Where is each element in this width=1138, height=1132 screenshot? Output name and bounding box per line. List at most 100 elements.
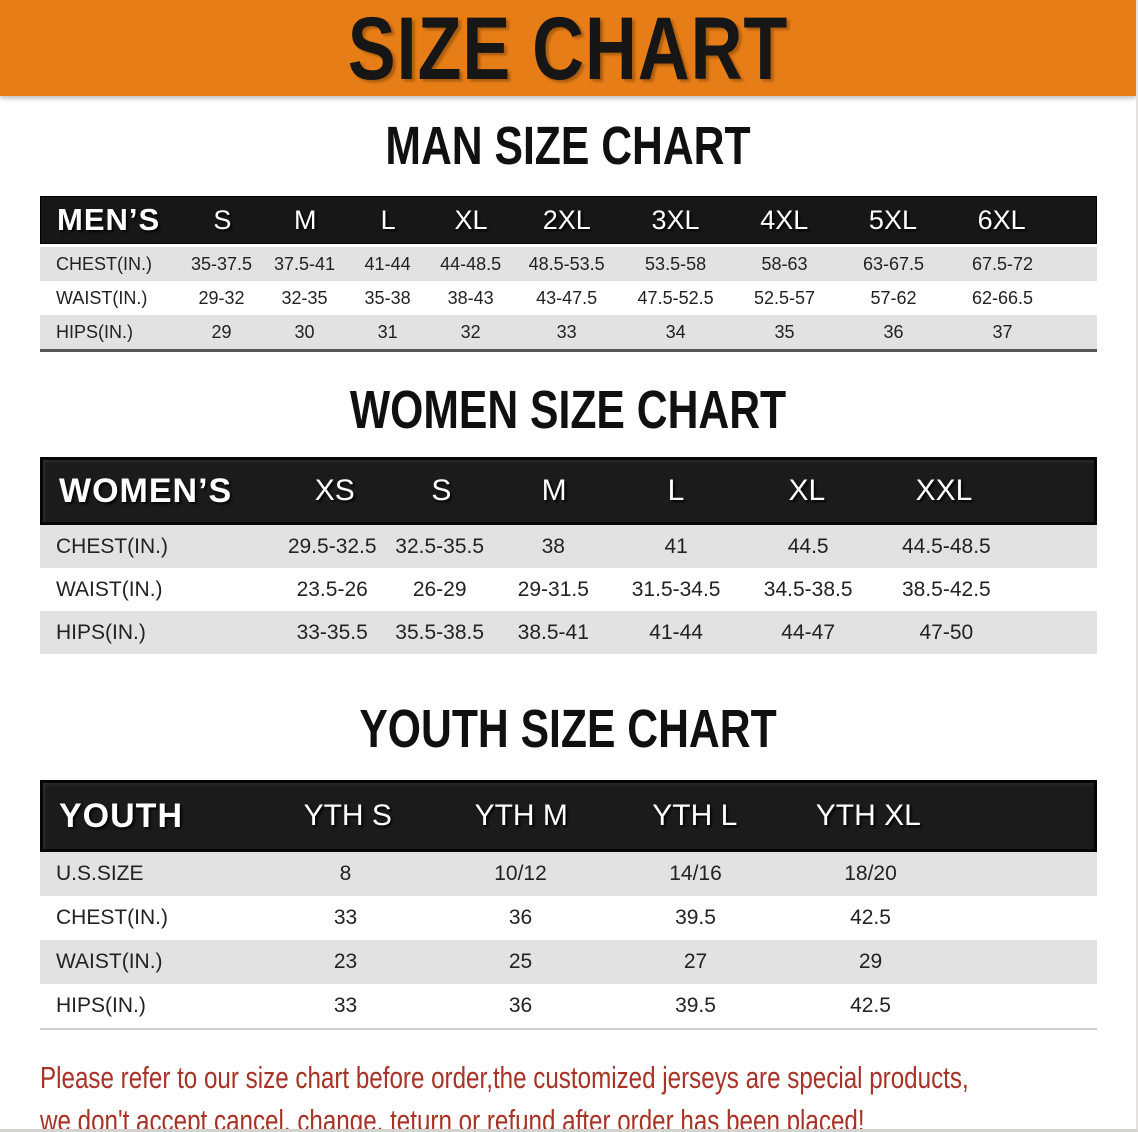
size-value: 47-50 — [919, 620, 974, 644]
size-column-header: 4XL — [760, 204, 809, 235]
size-column-header: YTH XL — [815, 799, 921, 832]
table-row: WAIST(IN.) 23.5-26 26-29 29-31.5 31.5-34.5 34… — [40, 568, 1097, 611]
size-value: 25 — [508, 950, 533, 973]
size-value: 38 — [541, 534, 565, 558]
size-value: 38.5-42.5 — [901, 577, 991, 601]
size-value: 29 — [858, 950, 883, 973]
table-row: U.S.SIZE 8 10/12 14/16 18/20 — [40, 852, 1097, 896]
men-section-title: MAN SIZE CHART — [385, 116, 751, 177]
size-value: 48.5-53.5 — [528, 253, 605, 274]
size-value: 23 — [333, 950, 358, 973]
table-header-row: MEN’S S M L XL 2XL 3XL 4XL 5XL 6XL — [40, 196, 1097, 244]
size-column-header: XXL — [915, 474, 973, 507]
size-column-header: XL — [454, 204, 488, 235]
size-value: 37 — [992, 321, 1013, 342]
size-value: 53.5-58 — [645, 253, 707, 274]
size-value: 10/12 — [494, 862, 547, 885]
size-column-header: L — [667, 474, 685, 507]
measurement-label: WAIST(IN.) — [56, 577, 163, 601]
size-value: 29.5-32.5 — [287, 534, 377, 558]
size-value: 32 — [460, 321, 481, 342]
banner-title: SIZE CHART — [347, 0, 789, 98]
women-size-table: WOMEN’S XS S M L XL XXL CHEST(IN.) 29.5-32.5 32.5… — [40, 457, 1097, 654]
size-value: 34.5-38.5 — [763, 577, 853, 601]
youth-size-table: YOUTH YTH S YTH M YTH L YTH XL U.S.SIZE 8 10/12… — [40, 780, 1097, 1030]
men-size-table: MEN’S S M L XL 2XL 3XL 4XL 5XL 6XL CHEST(IN.) 35-37… — [40, 196, 1097, 352]
size-value: 63-67.5 — [862, 253, 925, 274]
size-column-header: S — [213, 204, 232, 235]
size-column-header: 2XL — [542, 204, 591, 235]
size-column-header: YTH M — [474, 799, 568, 832]
size-value: 38-43 — [447, 287, 494, 308]
size-column-header: XS — [314, 474, 355, 507]
size-value: 33-35.5 — [296, 620, 368, 644]
size-value: 35.5-38.5 — [395, 620, 485, 644]
women-section-title: WOMEN SIZE CHART — [349, 380, 787, 441]
size-value: 26-29 — [412, 577, 467, 601]
order-note: Please refer to our size chart before or… — [40, 1056, 1136, 1132]
measurement-label: HIPS(IN.) — [56, 620, 146, 644]
size-value: 44-47 — [781, 620, 836, 644]
size-value: 32-35 — [281, 287, 328, 308]
table-header-label: YOUTH — [59, 796, 183, 835]
size-value: 31.5-34.5 — [631, 577, 721, 601]
measurement-label: CHEST(IN.) — [56, 534, 168, 558]
table-row: HIPS(IN.) 29 30 31 32 33 34 35 36 37 — [40, 315, 1097, 349]
size-value: 44-48.5 — [440, 253, 502, 274]
size-value: 52.5-57 — [754, 287, 816, 308]
size-value: 35-38 — [364, 287, 411, 308]
size-value: 38.5-41 — [517, 620, 589, 644]
size-value: 42.5 — [850, 906, 891, 929]
table-row: WAIST(IN.) 23 25 27 29 — [40, 940, 1097, 984]
size-value: 44.5 — [787, 534, 829, 558]
size-column-header: L — [380, 204, 396, 235]
size-value: 41-44 — [364, 253, 411, 274]
women-section: WOMEN SIZE CHART WOMEN’S XS S M L XL XXL CHEST(… — [0, 381, 1136, 654]
table-row: WAIST(IN.) 29-32 32-35 35-38 38-43 43-47.5 47.… — [40, 281, 1097, 315]
size-column-header: YTH L — [652, 799, 738, 832]
size-value: 33 — [333, 994, 358, 1017]
size-value: 18/20 — [844, 862, 897, 885]
youth-section-title: YOUTH SIZE CHART — [359, 699, 777, 760]
size-value: 43-47.5 — [536, 287, 598, 308]
youth-section: YOUTH SIZE CHART YOUTH YTH S YTH M YTH L YTH… — [0, 700, 1136, 1030]
size-value: 29-32 — [198, 287, 245, 308]
size-value: 36 — [508, 994, 533, 1017]
size-value: 35 — [774, 321, 795, 342]
note-line-1: Please refer to our size chart before or… — [40, 1060, 969, 1095]
table-row: CHEST(IN.) 35-37.5 37.5-41 41-44 44-48.5 48.5… — [40, 247, 1097, 281]
size-value: 8 — [339, 862, 352, 885]
measurement-label: HIPS(IN.) — [56, 321, 134, 342]
size-value: 62-66.5 — [971, 287, 1034, 308]
note-line-2: we don't accept cancel, change, teturn o… — [40, 1103, 865, 1132]
size-column-header: XL — [788, 474, 826, 507]
measurement-label: WAIST(IN.) — [56, 287, 148, 308]
size-value: 32.5-35.5 — [395, 534, 485, 558]
table-header-label: MEN’S — [57, 202, 161, 237]
size-value: 58-63 — [761, 253, 808, 274]
size-value: 33 — [556, 321, 577, 342]
men-section: MAN SIZE CHART MEN’S S M L XL 2XL 3XL 4XL 5XL 6XL… — [0, 117, 1136, 352]
table-row: CHEST(IN.) 29.5-32.5 32.5-35.5 38 41 44.5 44.5… — [40, 525, 1097, 568]
table-header-label: WOMEN’S — [59, 471, 233, 510]
size-value: 36 — [883, 321, 904, 342]
size-value: 67.5-72 — [971, 253, 1034, 274]
size-value: 39.5 — [675, 994, 716, 1017]
size-value: 44.5-48.5 — [901, 534, 991, 558]
size-value: 42.5 — [850, 994, 891, 1017]
size-column-header: 6XL — [977, 204, 1026, 235]
size-value: 41 — [664, 534, 688, 558]
size-value: 33 — [333, 906, 358, 929]
size-value: 47.5-52.5 — [637, 287, 714, 308]
size-value: 39.5 — [675, 906, 716, 929]
measurement-label: WAIST(IN.) — [56, 950, 163, 973]
table-row: HIPS(IN.) 33 36 39.5 42.5 — [40, 984, 1097, 1028]
measurement-label: U.S.SIZE — [56, 862, 144, 885]
size-value: 31 — [377, 321, 398, 342]
measurement-label: CHEST(IN.) — [56, 253, 152, 274]
size-column-header: 5XL — [868, 204, 917, 235]
table-row: HIPS(IN.) 33-35.5 35.5-38.5 38.5-41 41-44 44-… — [40, 611, 1097, 654]
size-value: 30 — [294, 321, 315, 342]
measurement-label: HIPS(IN.) — [56, 994, 146, 1017]
